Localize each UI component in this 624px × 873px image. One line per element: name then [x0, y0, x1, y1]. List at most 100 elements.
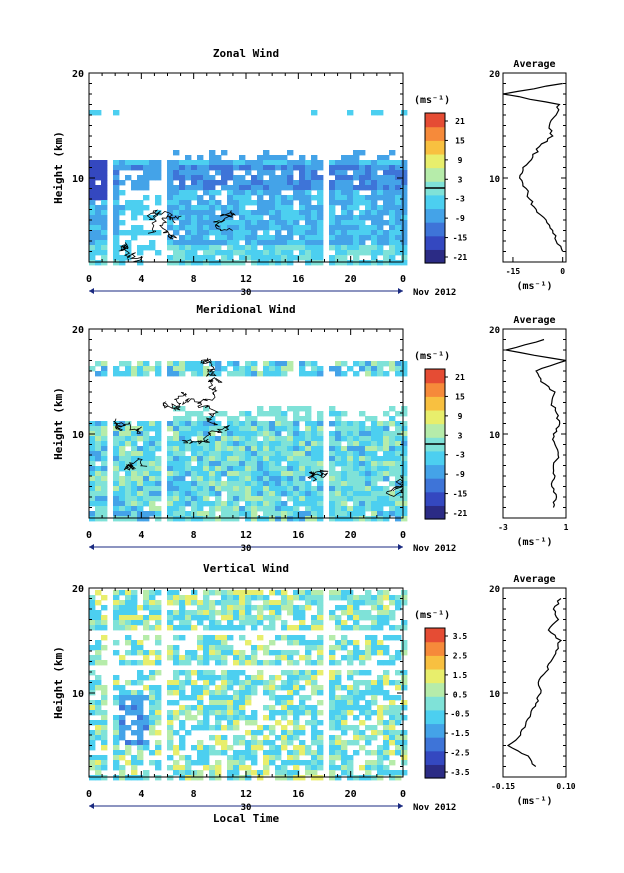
heatmap-cell	[203, 230, 210, 236]
heatmap-cell	[377, 371, 384, 377]
heatmap-cell	[335, 700, 342, 706]
heatmap-cell	[185, 185, 192, 191]
heatmap-cell	[347, 705, 354, 711]
heatmap-cell	[101, 195, 108, 201]
heatmap-cell	[287, 165, 294, 171]
heatmap-cell	[269, 730, 276, 736]
heatmap-cell	[389, 150, 396, 156]
heatmap-cell	[311, 155, 318, 161]
heatmap-cell	[299, 245, 306, 251]
contour-line	[182, 424, 231, 445]
heatmap-cell	[359, 160, 366, 166]
heatmap-cell	[377, 165, 384, 171]
heatmap-cell	[269, 590, 276, 596]
heatmap-cell	[347, 210, 354, 216]
heatmap-cell	[311, 740, 318, 746]
heatmap-cell	[401, 366, 408, 372]
heatmap-cell	[269, 361, 276, 367]
heatmap-cell	[293, 215, 300, 221]
heatmap-cell	[275, 366, 282, 372]
heatmap-cell	[221, 675, 228, 681]
heatmap-cell	[221, 180, 228, 186]
heatmap-cell	[269, 466, 276, 472]
heatmap-cell	[359, 501, 366, 507]
heatmap-cell	[311, 235, 318, 241]
heatmap-cell	[245, 640, 252, 646]
heatmap-cell	[293, 431, 300, 437]
heatmap-cell	[239, 200, 246, 206]
heatmap-cell	[311, 600, 318, 606]
heatmap-cell	[401, 461, 408, 467]
heatmap-cell	[95, 730, 102, 736]
heatmap-cell	[113, 765, 120, 771]
heatmap-cell	[203, 235, 210, 241]
heatmap-cell	[173, 511, 180, 517]
heatmap-cell	[383, 670, 390, 676]
heatmap-cell	[317, 760, 324, 766]
heatmap-cell	[191, 185, 198, 191]
heatmap-cell	[365, 426, 372, 432]
heatmap-cell	[395, 220, 402, 226]
heatmap-cell	[299, 775, 306, 781]
heatmap-cell	[377, 750, 384, 756]
heatmap-cell	[197, 366, 204, 372]
heatmap-cell	[203, 765, 210, 771]
heatmap-cell	[335, 185, 342, 191]
heatmap-cell	[401, 755, 408, 761]
heatmap-cell	[113, 185, 120, 191]
heatmap-cell	[341, 516, 348, 522]
heatmap-cell	[299, 685, 306, 691]
heatmap-cell	[173, 466, 180, 472]
heatmap-cell	[245, 366, 252, 372]
heatmap-cell	[371, 441, 378, 447]
heatmap-cell	[155, 775, 162, 781]
heatmap-cell	[401, 441, 408, 447]
heatmap-cell	[281, 511, 288, 517]
heatmap-cell	[401, 446, 408, 452]
heatmap-cell	[263, 260, 270, 266]
heatmap-cell	[185, 710, 192, 716]
heatmap-cell	[341, 765, 348, 771]
heatmap-cell	[383, 361, 390, 367]
heatmap-cell	[371, 170, 378, 176]
heatmap-cell	[305, 660, 312, 666]
heatmap-cell	[215, 750, 222, 756]
heatmap-cell	[329, 595, 336, 601]
heatmap-cell	[125, 481, 132, 487]
heatmap-cell	[371, 190, 378, 196]
heatmap-cell	[263, 436, 270, 442]
heatmap-cell	[203, 501, 210, 507]
heatmap-cell	[155, 650, 162, 656]
heatmap-cell	[119, 735, 126, 741]
heatmap-cell	[215, 371, 222, 377]
heatmap-cell	[239, 225, 246, 231]
heatmap-cell	[287, 685, 294, 691]
heatmap-cell	[155, 705, 162, 711]
heatmap-cell	[347, 180, 354, 186]
heatmap-cell	[155, 695, 162, 701]
heatmap-cell	[137, 670, 144, 676]
heatmap-cell	[185, 755, 192, 761]
heatmap-cell	[281, 506, 288, 512]
heatmap-cell	[179, 471, 186, 477]
heatmap-cell	[173, 506, 180, 512]
heatmap-cell	[383, 421, 390, 427]
heatmap-cell	[179, 406, 186, 412]
heatmap-cell	[89, 255, 96, 261]
heatmap-cell	[179, 615, 186, 621]
heatmap-cell	[341, 451, 348, 457]
heatmap-cell	[95, 431, 102, 437]
heatmap-cell	[113, 695, 120, 701]
heatmap-cell	[389, 165, 396, 171]
heatmap-cell	[257, 250, 264, 256]
heatmap-cell	[347, 700, 354, 706]
heatmap-cell	[263, 511, 270, 517]
heatmap-cell	[347, 486, 354, 492]
heatmap-cell	[245, 770, 252, 776]
heatmap-cell	[179, 745, 186, 751]
heatmap-cell	[173, 600, 180, 606]
heatmap-cell	[371, 250, 378, 256]
heatmap-cell	[227, 250, 234, 256]
heatmap-cell	[101, 225, 108, 231]
heatmap-cell	[215, 690, 222, 696]
